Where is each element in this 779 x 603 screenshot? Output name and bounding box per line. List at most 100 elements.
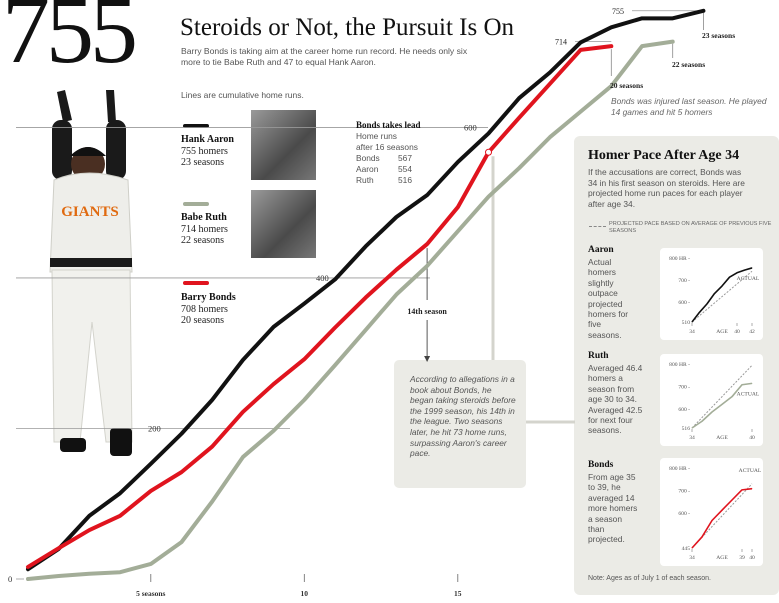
legend-line2-ruth: 22 seasons	[181, 235, 225, 246]
mini-x-label: 34	[689, 555, 695, 561]
stat-row: Bonds 567	[356, 153, 456, 164]
stat-value: 554	[398, 164, 412, 174]
data-point-bonds	[334, 327, 336, 329]
aaron-photo	[251, 110, 316, 180]
mini-data-point	[736, 272, 738, 274]
mini-data-point	[751, 488, 753, 490]
legend-line2-bonds: 20 seasons	[181, 315, 225, 326]
mini-data-point	[714, 293, 715, 294]
data-point-aaron	[180, 433, 183, 435]
data-point-ruth	[580, 111, 582, 113]
data-point-bonds	[457, 206, 459, 208]
mini-data-point	[711, 411, 713, 413]
data-point-aaron	[303, 302, 305, 305]
mini-y-label: 700 -	[678, 489, 690, 495]
pace-intro: If the accusations are correct, Bonds wa…	[588, 167, 745, 209]
x-tick-label: 10	[301, 589, 309, 598]
mini-x-axis-label: AGE	[716, 435, 728, 441]
data-point-ruth	[426, 265, 428, 267]
stat-row: Aaron 554	[356, 164, 456, 175]
mini-data-point	[691, 321, 693, 323]
x-tick-label: 5 seasons	[136, 589, 165, 598]
data-point-bonds	[27, 566, 29, 568]
mini-y-label: 516	[682, 426, 691, 432]
mini-data-point	[711, 520, 713, 521]
data-point-aaron	[672, 17, 674, 19]
mini-y-label: 800 HR -	[669, 466, 690, 472]
mini-x-label: 40	[734, 329, 740, 335]
data-point-aaron	[273, 326, 275, 328]
mini-text-bonds: From age 35 to 39, he averaged 14 more h…	[588, 472, 638, 545]
data-point-bonds	[180, 471, 183, 473]
mini-x-label: 34	[689, 435, 695, 441]
mini-data-point	[751, 382, 753, 384]
legend-name-aaron: Hank Aaron	[181, 134, 234, 145]
mini-data-point	[721, 403, 723, 405]
legend-name-ruth: Babe Ruth	[181, 212, 227, 223]
series-line-bonds	[26, 44, 614, 569]
stat-box-line2: after 16 seasons	[356, 142, 418, 152]
projected-legend-text: PROJECTED PACE BASED ON AVERAGE OF PREVI…	[609, 221, 772, 234]
mini-chart-aaron: 510 600 - 700 - 800 HR - 34 40 42 AGE ACTUAL	[669, 256, 760, 335]
mini-y-label: 800 HR -	[669, 256, 690, 262]
data-point-aaron	[549, 71, 551, 74]
ruth-photo	[251, 190, 316, 258]
mini-data-point	[691, 547, 693, 549]
data-point-ruth	[150, 563, 152, 565]
stat-row: Ruth 516	[356, 175, 456, 186]
data-point-ruth	[395, 293, 397, 296]
mini-y-label: 700 -	[678, 385, 690, 391]
mini-actual-line	[691, 487, 753, 549]
x-tick-label: 15	[454, 589, 462, 598]
mini-chart-bonds: 445 600 - 700 - 800 HR - 34 39 40 AGE ACTUAL	[669, 466, 762, 561]
data-point-ruth	[180, 541, 183, 543]
mini-x-label: 40	[749, 435, 755, 441]
mini-chart-ruth-bg	[660, 354, 763, 446]
annotation-label: 23 seasons	[702, 31, 735, 40]
legend-line1-bonds: 708 homers	[181, 304, 228, 315]
data-point-bonds	[365, 296, 367, 299]
data-point-aaron	[88, 515, 90, 517]
deck-text: Barry Bonds is taking aim at the career …	[181, 46, 468, 67]
mini-x-label: 34	[689, 329, 695, 335]
data-point-ruth	[365, 329, 367, 331]
stat-name: Ruth	[356, 175, 374, 185]
mini-data-point	[741, 384, 743, 386]
mini-x-axis-label: AGE	[716, 329, 728, 335]
mini-data-point	[729, 276, 730, 278]
mini-series-label: ACTUAL	[737, 391, 760, 397]
data-point-ruth	[672, 41, 674, 43]
mini-data-point	[706, 303, 708, 305]
mini-chart-aaron-bg	[660, 248, 763, 340]
data-point-bonds	[119, 515, 121, 517]
data-point-aaron	[395, 216, 397, 218]
mini-y-label: 600 -	[678, 511, 690, 517]
data-point-ruth	[518, 167, 520, 169]
annotation-label: 22 seasons	[672, 60, 705, 69]
mini-chart-bonds-bg	[660, 458, 763, 566]
mini-y-label: 700 -	[678, 278, 690, 284]
callout-text: According to allegations in a book about…	[410, 374, 516, 459]
steroid-callout: According to allegations in a book about…	[394, 360, 526, 488]
data-point-ruth	[641, 45, 643, 47]
mini-y-label: 445	[682, 546, 691, 552]
data-point-aaron	[211, 399, 213, 401]
mini-y-label: 600 -	[678, 300, 690, 306]
mini-projected-line	[691, 365, 753, 429]
data-point-bonds	[610, 45, 612, 47]
data-point-aaron	[365, 245, 367, 247]
data-point-aaron	[641, 17, 643, 19]
data-point-aaron	[487, 132, 490, 135]
stat-value: 567	[398, 153, 412, 163]
annotation-label: 714	[555, 38, 567, 47]
data-point-ruth	[273, 430, 275, 432]
mini-data-point	[699, 311, 700, 313]
data-point-aaron	[518, 97, 520, 99]
data-point-bonds	[303, 358, 305, 360]
legend-line1-aaron: 755 homers	[181, 146, 228, 157]
injury-note: Bonds was injured last season. He played…	[611, 96, 767, 117]
mini-x-label: 39	[739, 555, 745, 561]
bonds-takes-lead-box: Bonds takes lead Home runs after 16 seas…	[356, 120, 456, 186]
data-point-ruth	[549, 136, 551, 138]
mini-series-label: ACTUAL	[739, 468, 762, 474]
